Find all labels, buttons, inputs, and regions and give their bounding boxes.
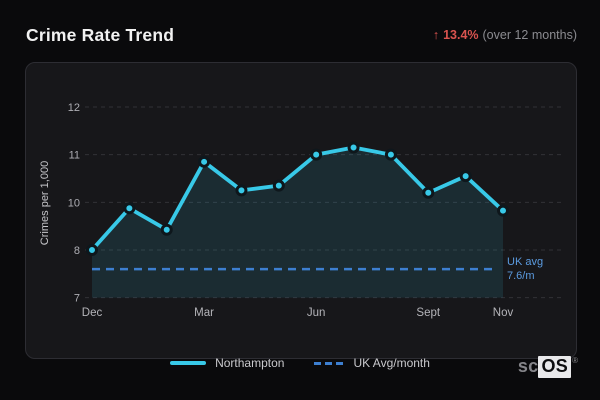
data-point[interactable] [347,141,360,154]
x-tick-label: Sept [416,307,440,319]
y-tick-label: 7 [74,293,80,305]
y-tick-label: 8 [74,245,80,257]
x-tick-label: Jun [307,307,326,319]
trend-indicator: ↑ 13.4% (over 12 months) [433,28,577,42]
trend-caption: (over 12 months) [482,28,577,42]
data-point[interactable] [198,155,211,168]
uk-avg-annotation: UK avg 7.6/m [507,256,543,283]
y-axis-title: Crimes per 1,000 [39,161,51,245]
y-tick-label: 10 [68,197,80,209]
registered-mark: ® [572,356,578,365]
logo-box: OS [538,356,572,378]
area-fill [92,147,503,298]
up-arrow-icon: ↑ [432,28,440,42]
data-point[interactable] [160,223,173,236]
page-title: Crime Rate Trend [26,24,175,45]
x-tick-label: Nov [493,307,514,319]
solid-line-swatch-icon [170,361,207,365]
chart-svg: 12 11 10 8 7 Crimes per 1,000 Dec Mar Jun Sept Nov [39,102,561,319]
y-tick-label: 11 [69,150,80,162]
legend-item-uk-avg[interactable]: UK Avg/month [314,356,430,370]
uk-avg-annotation-line2: 7.6/m [507,269,535,282]
scos-logo: sc OS ® [517,356,578,378]
data-point[interactable] [422,186,435,199]
chart-card: 12 11 10 8 7 Crimes per 1,000 Dec Mar Jun Sept Nov… [25,62,577,359]
data-point[interactable] [86,243,98,256]
data-point[interactable] [459,170,472,183]
northampton-line [90,145,505,252]
legend-label: Northampton [215,356,285,370]
data-point[interactable] [123,202,136,215]
legend-label: UK Avg/month [353,356,430,370]
data-point[interactable] [272,179,285,192]
data-point[interactable] [235,184,248,197]
uk-avg-annotation-line1: UK avg [507,256,544,268]
chart-legend: Northampton UK Avg/month [0,352,600,374]
logo-prefix: sc [517,356,539,376]
x-tick-label: Dec [82,307,103,319]
data-point[interactable] [310,148,323,161]
trend-value: 13.4% [443,28,479,42]
data-point[interactable] [384,148,397,161]
x-tick-label: Mar [194,307,214,319]
legend-item-northampton[interactable]: Northampton [170,356,284,370]
dashed-line-swatch-icon [314,361,345,365]
y-tick-label: 12 [68,102,80,114]
data-point[interactable] [497,204,509,217]
header: Crime Rate Trend ↑ 13.4% (over 12 months… [26,22,577,48]
